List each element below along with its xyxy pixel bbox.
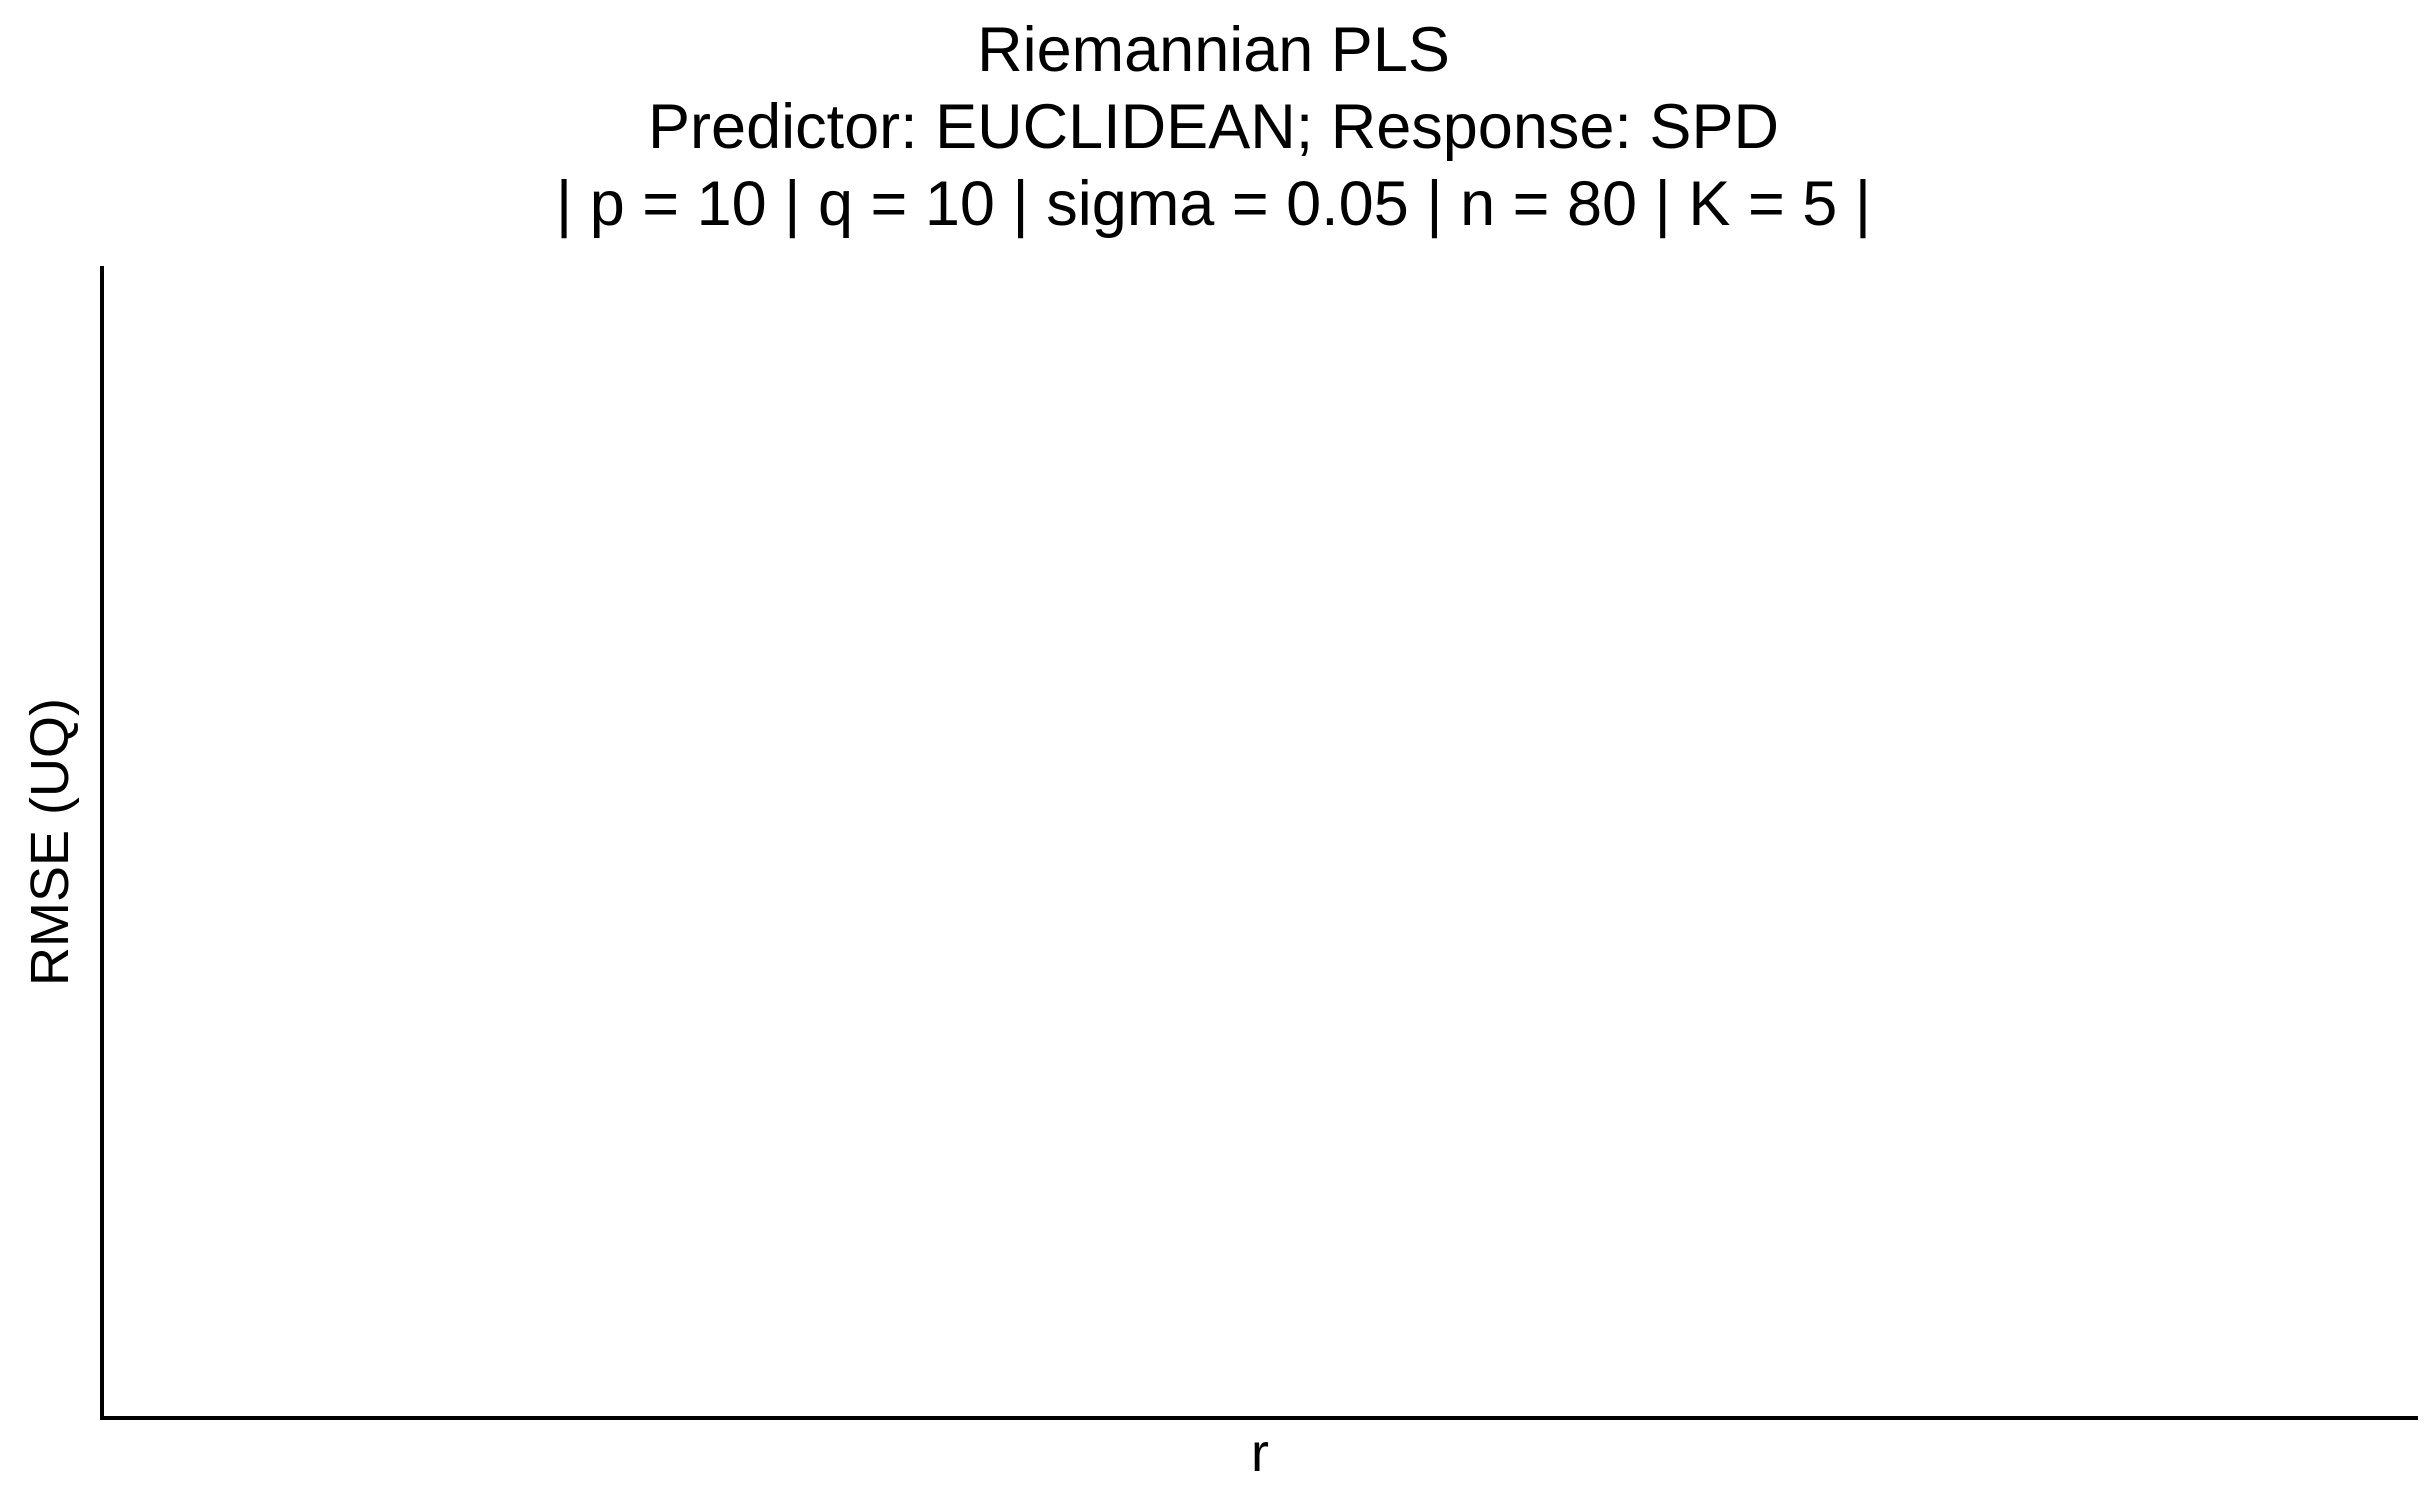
chart-subtitle-line-2: | p = 10 | q = 10 | sigma = 0.05 | n = 8… — [555, 169, 1872, 239]
plot-area — [100, 266, 2418, 1420]
y-axis-label: RMSE (UQ) — [20, 698, 80, 986]
chart-subtitle-line-1: Predictor: EUCLIDEAN; Response: SPD — [648, 92, 1779, 162]
x-axis-label: r — [1251, 1423, 1269, 1483]
chart-title: Riemannian PLS — [977, 15, 1450, 85]
